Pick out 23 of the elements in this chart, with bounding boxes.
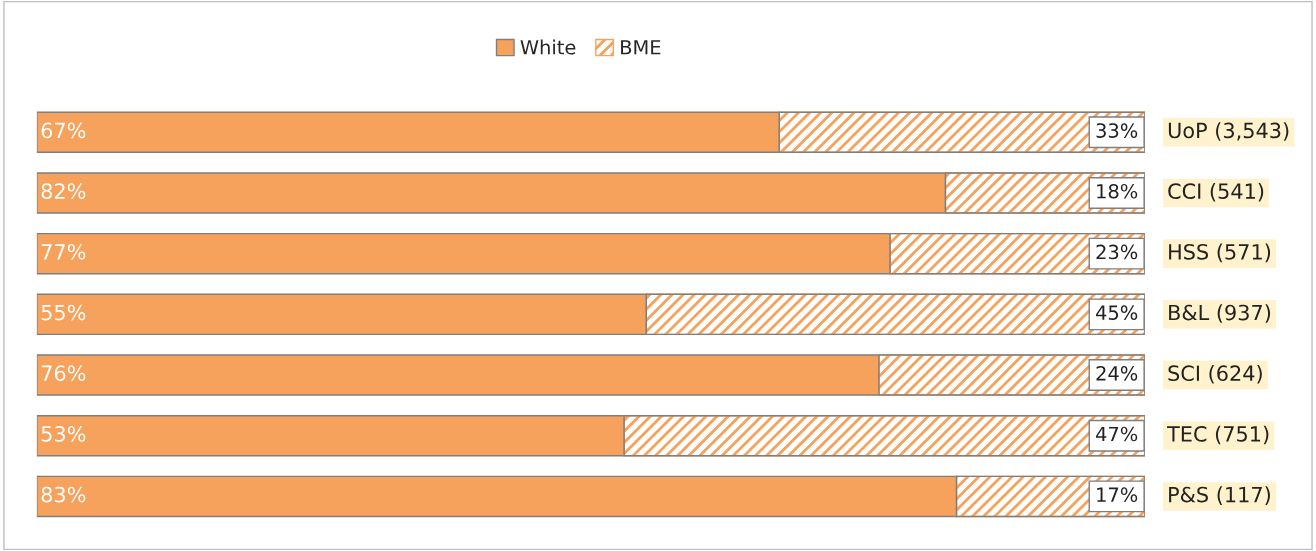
- data-label: 17%: [1097, 487, 1138, 503]
- data-label: 47%: [1096, 426, 1138, 442]
- legend-label: White: [520, 39, 576, 55]
- data-label: 67%: [41, 122, 86, 139]
- y-tick-label: B&L (937): [1169, 304, 1271, 323]
- data-label: 83%: [41, 486, 86, 503]
- y-tick-label: P&S (117): [1169, 486, 1270, 505]
- y-tick-label: CCI (541): [1168, 182, 1264, 202]
- data-label: 76%: [41, 365, 86, 382]
- legend-label: BME: [621, 40, 661, 55]
- y-tick-label: HSS (571): [1169, 243, 1271, 263]
- y-tick-label: UoP (3,543): [1168, 122, 1289, 141]
- data-label: 23%: [1096, 244, 1138, 260]
- y-tick-label: TEC (751): [1167, 425, 1269, 445]
- data-label: 53%: [41, 426, 86, 442]
- data-label: 55%: [41, 304, 86, 321]
- data-label: 33%: [1096, 123, 1138, 138]
- y-tick-label: SCI (624): [1168, 364, 1262, 384]
- data-label: 18%: [1097, 183, 1138, 199]
- data-label: 45%: [1096, 305, 1138, 320]
- data-label: 77%: [41, 243, 86, 260]
- data-label: 24%: [1096, 365, 1138, 381]
- data-label: 82%: [41, 183, 86, 200]
